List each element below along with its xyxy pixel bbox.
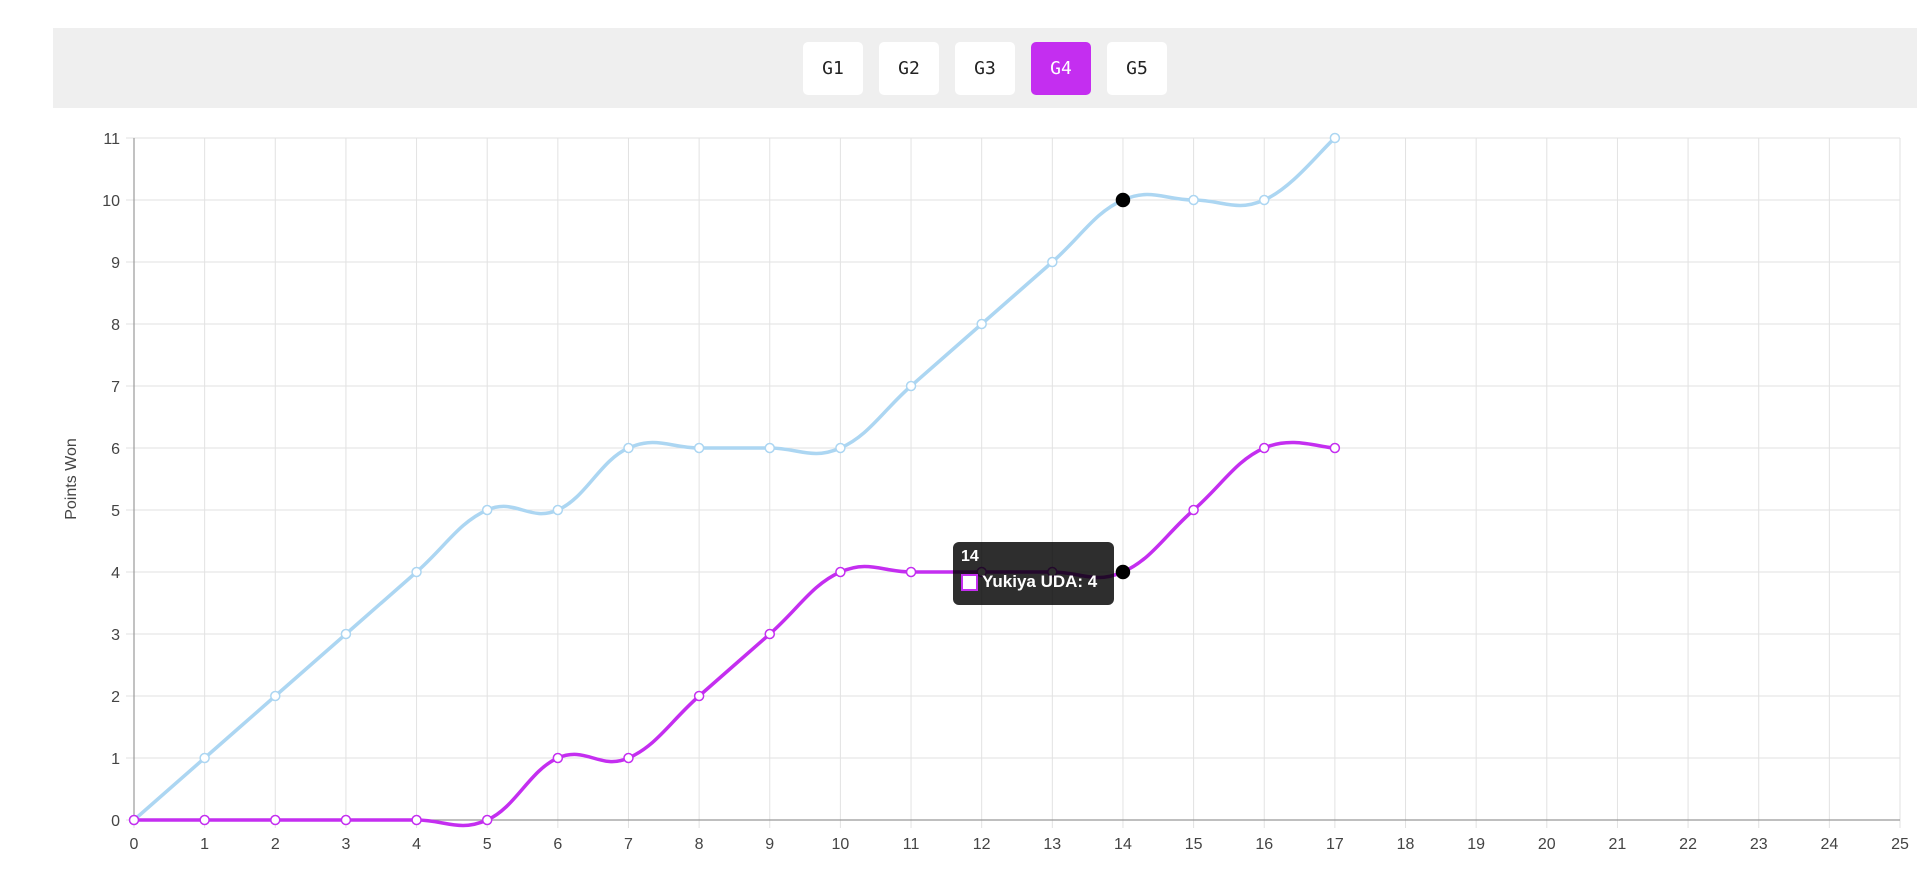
x-tick-label: 11 <box>903 836 920 853</box>
x-tick-label: 10 <box>832 836 850 853</box>
y-tick-label: 3 <box>111 627 120 644</box>
game-tab-g5[interactable]: G5 <box>1107 42 1167 95</box>
data-point <box>552 504 564 516</box>
x-tick-label: 12 <box>973 836 991 853</box>
x-tick-label: 1 <box>200 836 209 853</box>
x-tick-label: 5 <box>483 836 492 853</box>
x-tick-label: 23 <box>1750 836 1768 853</box>
game-tab-g2[interactable]: G2 <box>879 42 939 95</box>
y-axis-title: Points Won <box>63 438 80 520</box>
data-point <box>128 814 140 826</box>
x-tick-label: 19 <box>1467 836 1485 853</box>
game-tab-g1[interactable]: G1 <box>803 42 863 95</box>
data-point <box>1115 192 1131 208</box>
x-tick-label: 9 <box>765 836 774 853</box>
data-point <box>1258 442 1270 454</box>
game-tab-g4[interactable]: G4 <box>1031 42 1091 95</box>
y-tick-label: 9 <box>111 255 120 272</box>
data-point <box>199 752 210 764</box>
y-tick-label: 4 <box>111 565 120 582</box>
data-point <box>340 628 352 640</box>
data-point <box>411 814 422 826</box>
x-tick-label: 2 <box>271 836 280 853</box>
data-point <box>1258 194 1270 206</box>
tooltip-label: Yukiya UDA: 4 <box>982 572 1098 591</box>
x-tick-label: 8 <box>695 836 704 853</box>
y-tick-label: 2 <box>111 689 120 706</box>
data-point <box>481 814 493 826</box>
x-tick-label: 22 <box>1679 836 1697 853</box>
x-tick-label: 21 <box>1609 836 1627 853</box>
game-selector-bar: G1 G2 G3 G4 G5 <box>53 28 1917 108</box>
data-point <box>1047 256 1058 268</box>
game-tab-g3[interactable]: G3 <box>955 42 1015 95</box>
y-tick-label: 10 <box>102 193 120 210</box>
data-point <box>411 566 422 578</box>
y-tick-label: 1 <box>111 751 120 768</box>
data-point <box>623 752 634 764</box>
x-tick-label: 6 <box>553 836 562 853</box>
x-tick-label: 24 <box>1820 836 1838 853</box>
data-point <box>764 442 776 454</box>
tooltip-row: Yukiya UDA: 4 <box>961 572 1106 592</box>
x-tick-label: 0 <box>130 836 139 853</box>
x-tick-label: 15 <box>1185 836 1203 853</box>
data-point <box>1188 194 1199 206</box>
data-point <box>1329 132 1341 144</box>
x-tick-label: 7 <box>624 836 633 853</box>
data-point <box>835 566 846 578</box>
data-point <box>905 566 917 578</box>
series-line-0 <box>132 136 1337 822</box>
data-point <box>693 690 705 702</box>
x-tick-label: 16 <box>1255 836 1273 853</box>
tooltip-series-swatch <box>961 573 978 591</box>
data-point <box>270 814 281 826</box>
data-point <box>340 814 352 826</box>
x-tick-label: 4 <box>412 836 421 853</box>
x-tick-label: 14 <box>1114 836 1132 853</box>
y-tick-label: 0 <box>111 813 120 830</box>
data-point <box>481 504 493 516</box>
data-point <box>976 318 987 330</box>
data-point <box>1188 504 1199 516</box>
y-tick-label: 8 <box>111 317 120 334</box>
x-tick-label: 17 <box>1326 836 1344 853</box>
data-point <box>552 752 564 764</box>
data-point <box>1329 442 1341 454</box>
data-point <box>905 380 917 392</box>
tooltip-title: 14 <box>961 548 979 565</box>
y-tick-label: 11 <box>103 131 120 148</box>
y-tick-label: 7 <box>111 379 120 396</box>
data-point <box>764 628 776 640</box>
x-tick-label: 25 <box>1891 836 1909 853</box>
data-point <box>1115 564 1131 580</box>
y-tick-label: 6 <box>111 441 120 458</box>
data-point <box>199 814 210 826</box>
data-point <box>270 690 281 702</box>
game-tabs: G1 G2 G3 G4 G5 <box>53 42 1917 95</box>
x-tick-label: 3 <box>341 836 350 853</box>
x-tick-label: 20 <box>1538 836 1556 853</box>
data-point <box>623 442 634 454</box>
data-point <box>835 442 846 454</box>
x-tick-label: 13 <box>1043 836 1061 853</box>
data-point <box>693 442 705 454</box>
y-tick-label: 5 <box>111 503 120 520</box>
x-tick-label: 18 <box>1397 836 1415 853</box>
chart-tooltip: 14 Yukiya UDA: 4 <box>953 542 1114 605</box>
